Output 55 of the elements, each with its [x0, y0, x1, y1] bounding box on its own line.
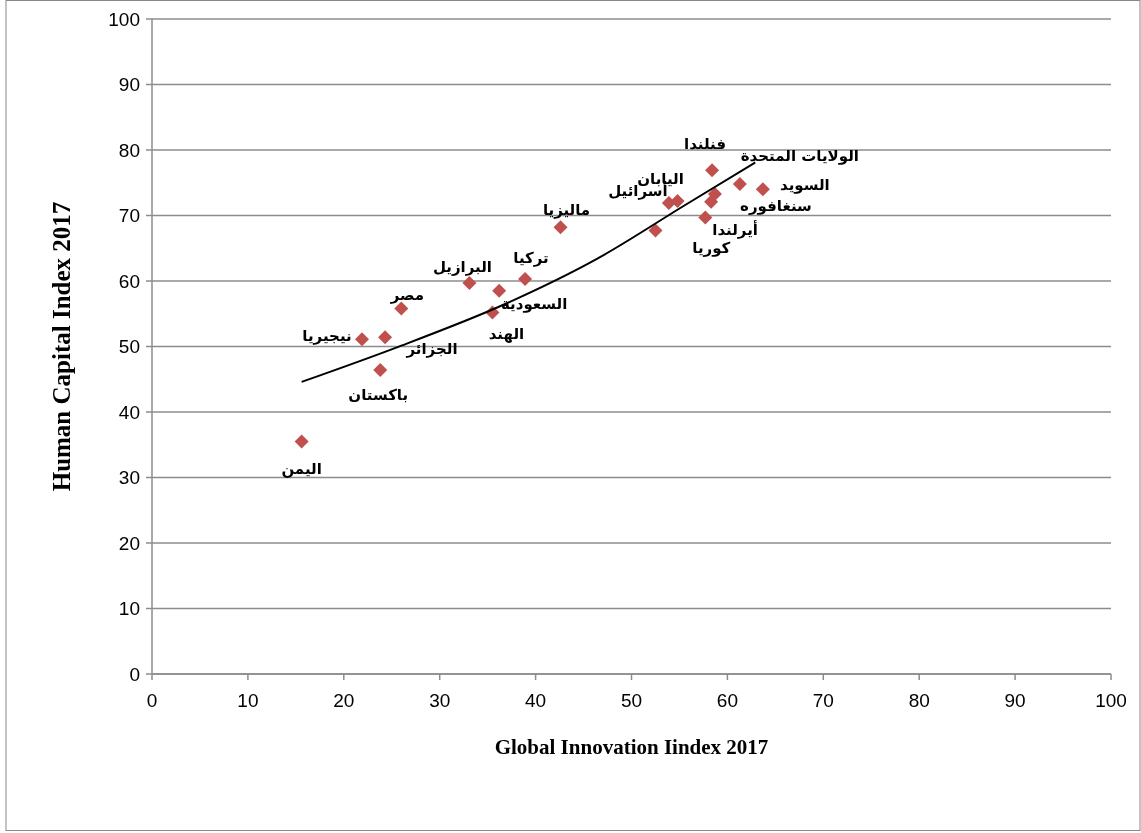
y-tick-label: 90 — [118, 74, 140, 96]
annotation: باكستان — [348, 386, 409, 405]
y-tick-label: 70 — [118, 205, 140, 227]
annotation: السعودية — [500, 295, 568, 314]
annotation: أيرلندا — [712, 219, 758, 239]
x-tick-label: 80 — [908, 690, 930, 711]
annotation: الهند — [488, 324, 525, 343]
x-tick-label: 90 — [1004, 690, 1026, 711]
x-tick-label: 20 — [333, 690, 355, 711]
point — [705, 163, 720, 178]
annotation: تركيا — [513, 249, 549, 268]
y-tick-label: 60 — [118, 270, 140, 292]
y-tick-label: 50 — [118, 336, 140, 358]
point — [492, 283, 507, 298]
y-tick-label: 20 — [118, 532, 140, 554]
point — [462, 275, 477, 290]
x-tick-label: 50 — [620, 690, 643, 711]
x-tick-label: 10 — [237, 690, 259, 711]
point — [355, 332, 370, 347]
annotation: مصر — [389, 285, 425, 304]
x-tick-label: 40 — [525, 690, 547, 711]
y-axis-title: Human Capital Index 2017 — [48, 201, 75, 492]
annotation: سنغافوره — [740, 197, 812, 216]
point — [670, 194, 685, 209]
x-tick-label: 70 — [812, 690, 834, 711]
point — [704, 194, 719, 209]
annotation: نيجيريا — [302, 326, 352, 345]
annotation: الولايات المتحدة — [740, 147, 859, 166]
point — [294, 434, 309, 449]
point — [755, 182, 770, 197]
annotation: السويد — [780, 175, 830, 194]
x-tick-label: 100 — [1095, 690, 1127, 711]
x-tick-label: 0 — [146, 690, 158, 711]
point — [518, 272, 533, 287]
point — [698, 210, 713, 225]
y-tick-label: 100 — [108, 8, 140, 30]
annotation: كوريا — [692, 238, 731, 257]
annotation: ماليزيا — [542, 200, 591, 219]
y-tick-label: 0 — [129, 663, 140, 685]
y-tick-label: 10 — [118, 598, 140, 620]
point — [732, 177, 747, 192]
x-tick-label: 30 — [429, 690, 451, 711]
annotation: الجزائر — [405, 339, 458, 358]
x-tick-label: 60 — [716, 690, 738, 711]
point — [648, 223, 663, 238]
point — [553, 220, 568, 235]
point — [378, 330, 393, 345]
y-tick-label: 40 — [118, 401, 140, 423]
x-axis-title: Global Innovation Iindex 2017 — [494, 735, 769, 759]
y-tick-label: 30 — [118, 467, 140, 489]
annotation: اليمن — [281, 459, 322, 478]
annotation: فنلندا — [684, 134, 727, 153]
y-tick-label: 80 — [118, 139, 140, 161]
annotation: البرازيل — [432, 258, 492, 277]
point — [373, 363, 388, 378]
